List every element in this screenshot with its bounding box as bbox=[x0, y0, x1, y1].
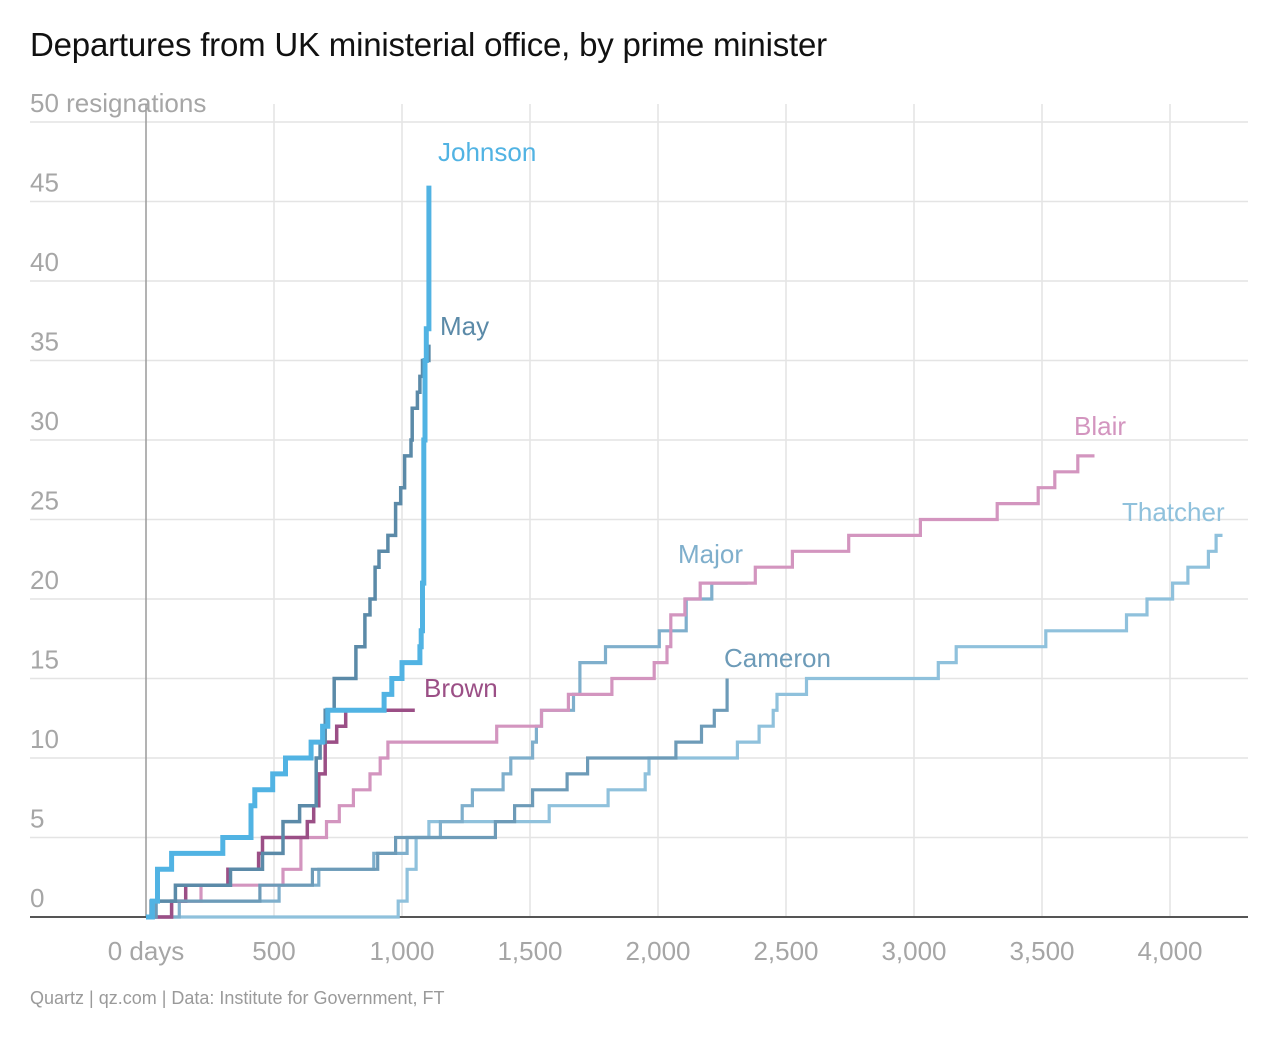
series-labels: Johnson May Brown Major Cameron Blair Thatcher bbox=[424, 137, 1225, 703]
y-tick-label: 0 bbox=[30, 883, 44, 913]
x-tick-label: 0 days bbox=[108, 936, 185, 966]
y-tick-label: 15 bbox=[30, 645, 59, 675]
y-tick-label: 20 bbox=[30, 565, 59, 595]
grid bbox=[30, 104, 1248, 917]
series-label-johnson: Johnson bbox=[438, 137, 536, 167]
x-tick-label: 3,000 bbox=[881, 936, 946, 966]
series-line-brown bbox=[146, 708, 415, 919]
x-tick-label: 1,000 bbox=[369, 936, 434, 966]
x-tick-label: 3,500 bbox=[1009, 936, 1074, 966]
chart-title: Departures from UK ministerial office, b… bbox=[30, 26, 827, 63]
series-label-blair: Blair bbox=[1074, 411, 1126, 441]
x-tick-label: 4,000 bbox=[1137, 936, 1202, 966]
series-label-cameron: Cameron bbox=[724, 643, 831, 673]
x-tick-label: 2,000 bbox=[625, 936, 690, 966]
y-tick-label: 25 bbox=[30, 486, 59, 516]
series-line-may bbox=[146, 344, 431, 919]
x-tick-label: 2,500 bbox=[753, 936, 818, 966]
x-tick-label: 1,500 bbox=[497, 936, 562, 966]
y-tick-label: 40 bbox=[30, 247, 59, 277]
series-line-blair bbox=[146, 454, 1095, 919]
x-tick-label: 500 bbox=[252, 936, 295, 966]
y-tick-label: 10 bbox=[30, 724, 59, 754]
series-line-thatcher bbox=[146, 533, 1223, 919]
series-label-brown: Brown bbox=[424, 673, 498, 703]
y-tick-label: 30 bbox=[30, 406, 59, 436]
series-line-cameron bbox=[146, 678, 729, 919]
y-tick-label: 35 bbox=[30, 327, 59, 357]
series-label-major: Major bbox=[678, 539, 743, 569]
y-tick-label: 50 resignations bbox=[30, 88, 206, 118]
axes: 0 days 500 1,000 1,500 2,000 2,500 3,000 3,500 4… bbox=[30, 88, 1248, 966]
series-label-thatcher: Thatcher bbox=[1122, 497, 1225, 527]
source-footer: Quartz | qz.com | Data: Institute for Go… bbox=[30, 988, 445, 1008]
series-lines bbox=[146, 185, 1223, 920]
series-line-johnson bbox=[146, 185, 432, 920]
y-tick-label: 5 bbox=[30, 804, 44, 834]
y-tick-label: 45 bbox=[30, 168, 59, 198]
series-label-may: May bbox=[440, 311, 489, 341]
